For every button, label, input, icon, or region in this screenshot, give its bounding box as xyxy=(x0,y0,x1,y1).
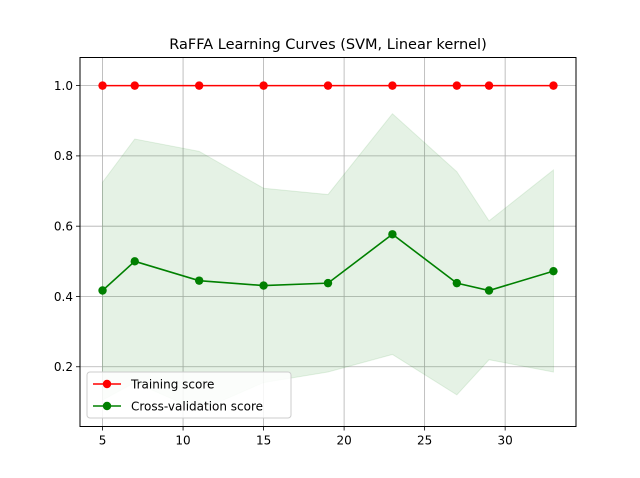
x-tick-label-5: 5 xyxy=(99,434,107,448)
y-tick-label-0.6: 0.6 xyxy=(54,219,73,233)
legend-marker-cross-validation xyxy=(102,401,112,411)
point-training-19 xyxy=(323,81,333,90)
point-cross-validation-15 xyxy=(259,281,268,290)
y-tick-label-0.4: 0.4 xyxy=(54,290,73,304)
point-training-23 xyxy=(388,81,397,90)
y-tick-label-0.8: 0.8 xyxy=(54,149,73,163)
x-tick-label-30: 30 xyxy=(498,434,513,448)
band-cross-validation xyxy=(102,113,554,412)
axes-frame xyxy=(79,57,577,427)
point-cross-validation-7 xyxy=(130,257,139,266)
y-tick-label-1.0: 1.0 xyxy=(54,79,73,93)
point-training-33 xyxy=(549,81,558,90)
point-training-29 xyxy=(484,81,494,90)
point-training-27 xyxy=(452,81,462,90)
point-training-7 xyxy=(130,81,139,90)
x-tick-label-15: 15 xyxy=(256,434,271,448)
legend-box xyxy=(86,371,292,419)
score-bands xyxy=(102,85,554,412)
point-cross-validation-19 xyxy=(323,278,333,288)
legend-label-training: Training score xyxy=(130,378,214,392)
series-points xyxy=(98,81,558,295)
chart-title: RaFFA Learning Curves (SVM, Linear kerne… xyxy=(169,37,487,53)
legend: Training score Cross-validation score xyxy=(86,371,292,419)
y-axis-ticks: 0.2 0.4 0.6 0.8 1.0 xyxy=(54,79,80,374)
x-tick-label-10: 10 xyxy=(175,434,190,448)
point-training-15 xyxy=(259,81,268,90)
legend-marker-training xyxy=(102,379,112,389)
point-cross-validation-23 xyxy=(388,230,397,239)
point-cross-validation-11 xyxy=(194,276,204,285)
point-cross-validation-27 xyxy=(452,278,462,288)
x-tick-label-25: 25 xyxy=(417,434,432,448)
point-training-11 xyxy=(194,81,204,90)
x-axis-ticks: 5 10 15 20 25 30 xyxy=(99,426,513,448)
point-cross-validation-5 xyxy=(98,286,107,295)
point-cross-validation-29 xyxy=(484,286,494,295)
point-cross-validation-33 xyxy=(549,266,558,276)
point-training-5 xyxy=(98,81,107,90)
legend-label-cross-validation: Cross-validation score xyxy=(131,400,263,414)
y-tick-label-0.2: 0.2 xyxy=(54,360,73,374)
x-tick-label-20: 20 xyxy=(336,434,351,448)
